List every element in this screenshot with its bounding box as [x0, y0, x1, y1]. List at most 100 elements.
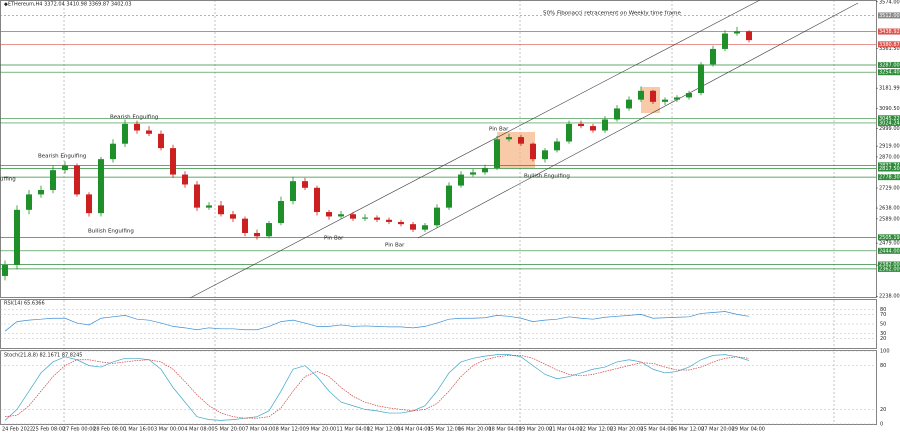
level-label: 2382.00	[879, 262, 900, 268]
x-tick-label: 26 Mar 12:00	[671, 427, 704, 433]
rsi-title: RSI(14) 65.6366	[4, 301, 45, 307]
x-tick-label: 12 Mar 12:00	[367, 427, 400, 433]
candle-body	[38, 189, 44, 195]
x-tick-label: 16 Mar 20:00	[458, 427, 491, 433]
y-tick-label: 2638.00	[879, 206, 900, 212]
channel-lower	[417, 2, 859, 239]
level-label: 3438.92	[879, 29, 900, 35]
x-tick-label: 15 Mar 12:00	[428, 427, 461, 433]
candle-body	[434, 207, 440, 226]
level-label: 2817.50	[879, 166, 900, 172]
candle-body	[230, 214, 236, 219]
level-label-box	[878, 261, 900, 268]
y-tick-label: 3574.00	[879, 0, 900, 5]
level-label: 3254.40	[879, 70, 900, 76]
x-tick-label: 19 Mar 20:00	[519, 427, 552, 433]
level-label-box	[878, 162, 900, 169]
candle-body	[626, 99, 632, 109]
annotation: Bullish Engulfing	[524, 174, 570, 180]
level-label-box	[878, 41, 900, 48]
candle-body	[338, 214, 344, 217]
annotation: uffing	[0, 177, 16, 183]
candle-body	[170, 148, 176, 175]
candle-body	[410, 224, 416, 230]
level-label-box	[878, 119, 900, 126]
candle-body	[590, 126, 596, 131]
level-label: 3380.87	[879, 42, 900, 48]
trend-channel	[189, 0, 859, 299]
level-label: 2778.30	[879, 175, 900, 181]
x-tick-label: 29 Mar 04:00	[732, 427, 765, 433]
y-tick-label: 2589.00	[879, 216, 900, 222]
y-tick-label: 2870.00	[879, 154, 900, 160]
candle-body	[506, 137, 512, 140]
candle-body	[494, 139, 500, 168]
chart-title: ◆ETHereum,H4 3372.04 3410.98 3369.87 340…	[4, 2, 132, 8]
candle-body	[374, 217, 380, 220]
indicator-line	[4, 354, 750, 421]
x-tick-label: 25 Mar 04:00	[640, 427, 673, 433]
x-tick-label: 24 Feb 2022	[2, 427, 33, 433]
x-tick-label: 22 Mar 12:00	[580, 427, 613, 433]
level-label: 3024.24	[879, 120, 900, 126]
candle-body	[302, 181, 308, 188]
x-tick-label: 14 Mar 04:00	[397, 427, 430, 433]
y-tick-label: 3181.99	[879, 86, 900, 92]
candle-body	[470, 172, 476, 175]
level-label-box	[878, 247, 900, 254]
candle-body	[530, 143, 536, 160]
candle-body	[386, 219, 392, 222]
candle-body	[482, 167, 488, 173]
candle-body	[566, 123, 572, 142]
levels	[0, 15, 876, 270]
candle-body	[86, 194, 92, 214]
highlight-box	[497, 132, 535, 168]
candle-body	[62, 165, 68, 171]
candle-body	[242, 218, 248, 233]
candle-body	[14, 209, 20, 265]
candle-body	[194, 184, 200, 208]
stoch-panel	[0, 350, 877, 425]
candle-body	[290, 181, 296, 202]
annotation: Pin Bar	[385, 243, 405, 249]
annotation: Bullish Engulfing	[88, 229, 134, 235]
level-label: 3045.22	[879, 116, 900, 122]
candle-body	[134, 123, 140, 131]
candle-body	[722, 33, 728, 49]
annotation: Bearish Engulfing	[38, 154, 86, 160]
price-panel	[0, 0, 877, 298]
candle-body	[74, 165, 80, 195]
candle-body	[362, 217, 368, 219]
level-label-box	[878, 234, 900, 241]
x-tick-label: 23 Mar 20:00	[610, 427, 643, 433]
candle-body	[218, 205, 224, 215]
candle-body	[542, 150, 548, 160]
annotation: Bearish Engulfing	[110, 115, 158, 121]
level-label-box	[878, 12, 900, 19]
x-tick-label: 11 Mar 04:00	[336, 427, 369, 433]
y-tick-label: 50	[880, 322, 886, 328]
y-tick-label: 2729.00	[879, 186, 900, 192]
y-tick-label: 30	[880, 331, 886, 337]
x-tick-label: 5 Mar 20:00	[215, 427, 245, 433]
candle-body	[662, 99, 668, 102]
y-tick-label: 3361.50	[879, 46, 900, 52]
level-label: 3287.00	[879, 63, 900, 69]
candle-body	[554, 141, 560, 151]
annotation: Pin Bar	[324, 236, 344, 242]
level-label-box	[878, 165, 900, 172]
y-tick-label: 100	[880, 349, 890, 355]
candle-body	[182, 174, 188, 185]
x-tick-label: 8 Mar 12:00	[276, 427, 306, 433]
y-tick-label: 80	[880, 363, 886, 369]
y-tick-label: 2919.00	[879, 144, 900, 150]
candle-body	[734, 31, 740, 34]
y-tick-label: 2999.00	[879, 126, 900, 132]
level-label-box	[878, 115, 900, 122]
x-tick-label: 28 Feb 08:00	[93, 427, 126, 433]
level-label-box	[878, 62, 900, 69]
candle-body	[614, 108, 620, 120]
y-tick-label: 70	[880, 312, 886, 318]
